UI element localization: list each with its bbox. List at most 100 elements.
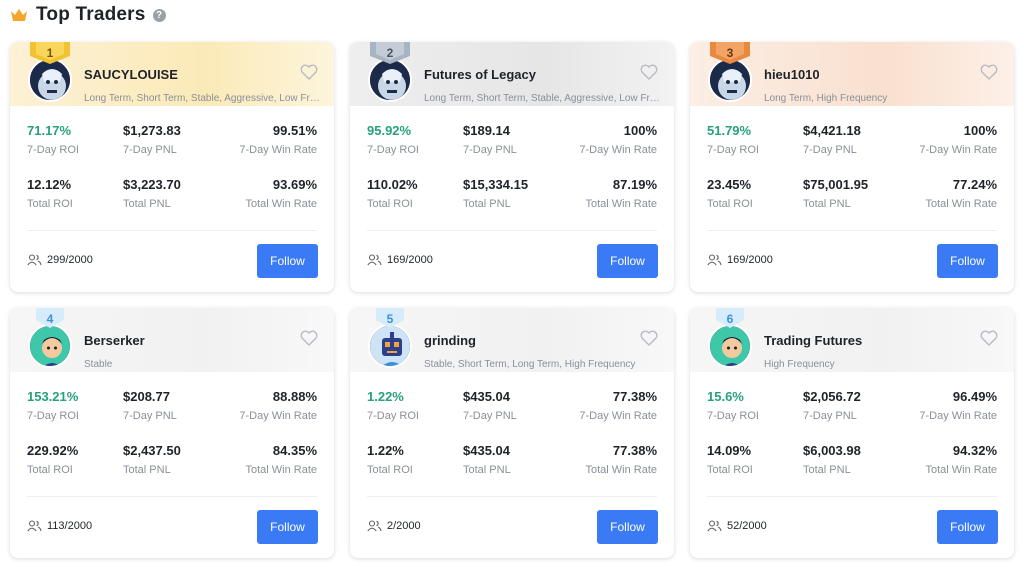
follow-button[interactable]: Follow bbox=[937, 244, 998, 278]
winrate-total-value: 87.19% bbox=[612, 177, 657, 192]
heart-icon[interactable] bbox=[980, 330, 998, 346]
pnl-7day-label: 7-Day PNL bbox=[123, 144, 177, 156]
trader-card[interactable]: 2 Futures of Legacy Long Term, Short Ter… bbox=[350, 42, 674, 292]
roi-total-value: 1.22% bbox=[367, 443, 404, 458]
winrate-7day-label: 7-Day Win Rate bbox=[579, 410, 657, 422]
card-header: 3 hieu1010 Long Term, High Frequency bbox=[690, 42, 1014, 106]
follow-button[interactable]: Follow bbox=[257, 244, 318, 278]
trader-card[interactable]: 3 hieu1010 Long Term, High Frequency 51.… bbox=[690, 42, 1014, 292]
trader-name[interactable]: Trading Futures bbox=[764, 333, 863, 348]
trader-name[interactable]: Futures of Legacy bbox=[424, 67, 536, 82]
follow-button[interactable]: Follow bbox=[257, 510, 318, 544]
pnl-total-label: Total PNL bbox=[463, 464, 511, 476]
roi-total-value: 12.12% bbox=[27, 177, 72, 192]
roi-total-label: Total ROI bbox=[27, 464, 73, 476]
followers-count: 169/2000 bbox=[707, 254, 773, 266]
trader-card[interactable]: 4 Berserker Stable 153.21% 7-Day ROI $208… bbox=[10, 308, 334, 558]
followers-count: 2/2000 bbox=[367, 520, 421, 532]
winrate-total-label: Total Win Rate bbox=[245, 198, 317, 210]
winrate-total-label: Total Win Rate bbox=[925, 464, 997, 476]
trader-name[interactable]: Berserker bbox=[84, 333, 145, 348]
users-icon bbox=[27, 254, 42, 266]
trader-card[interactable]: 6 Trading Futures High Frequency 15.6% 7-… bbox=[690, 308, 1014, 558]
users-icon bbox=[707, 520, 722, 532]
stats-panel: 153.21% 7-Day ROI $208.77 7-Day PNL 88.88%… bbox=[27, 388, 317, 496]
users-icon bbox=[707, 254, 722, 266]
divider bbox=[367, 230, 657, 231]
trader-tags: Stable bbox=[84, 359, 113, 370]
pnl-total-value: $6,003.98 bbox=[803, 443, 861, 458]
roi-total-value: 23.45% bbox=[707, 177, 752, 192]
trader-name[interactable]: SAUCYLOUISE bbox=[84, 67, 178, 82]
users-icon bbox=[27, 520, 42, 532]
rank-badge: 1 bbox=[30, 42, 70, 64]
winrate-7day-label: 7-Day Win Rate bbox=[919, 410, 997, 422]
avatar[interactable] bbox=[708, 324, 752, 368]
trader-tags: Long Term, Short Term, Stable, Aggressiv… bbox=[424, 93, 660, 104]
trader-tags: Long Term, Short Term, Stable, Aggressiv… bbox=[84, 93, 320, 104]
trader-name[interactable]: grinding bbox=[424, 333, 476, 348]
pnl-total-label: Total PNL bbox=[463, 198, 511, 210]
roi-7day-value: 95.92% bbox=[367, 123, 412, 138]
page-title: Top Traders bbox=[36, 4, 146, 25]
pnl-total-value: $2,437.50 bbox=[123, 443, 181, 458]
heart-icon[interactable] bbox=[640, 64, 658, 80]
rank-badge: 5 bbox=[370, 308, 410, 330]
divider bbox=[367, 496, 657, 497]
followers-text: 52/2000 bbox=[727, 520, 767, 532]
pnl-total-label: Total PNL bbox=[803, 464, 851, 476]
pnl-7day-label: 7-Day PNL bbox=[463, 410, 517, 422]
pnl-7day-value: $435.04 bbox=[463, 389, 510, 404]
roi-total-value: 14.09% bbox=[707, 443, 752, 458]
pnl-total-value: $15,334.15 bbox=[463, 177, 529, 192]
trader-card[interactable]: 1 SAUCYLOUISE Long Term, Short Term, Sta… bbox=[10, 42, 334, 292]
divider bbox=[27, 230, 317, 231]
winrate-total-value: 84.35% bbox=[272, 443, 317, 458]
stats-panel: 1.22% 7-Day ROI $435.04 7-Day PNL 77.38% 7-… bbox=[367, 388, 657, 496]
roi-total-label: Total ROI bbox=[707, 198, 753, 210]
avatar[interactable] bbox=[28, 324, 72, 368]
heart-icon[interactable] bbox=[980, 64, 998, 80]
trader-card[interactable]: 5 grinding Stable, Short Term, Long Term… bbox=[350, 308, 674, 558]
winrate-7day-label: 7-Day Win Rate bbox=[239, 410, 317, 422]
follow-button[interactable]: Follow bbox=[597, 244, 658, 278]
followers-count: 299/2000 bbox=[27, 254, 93, 266]
winrate-7day-value: 100% bbox=[623, 123, 657, 138]
pnl-7day-value: $189.14 bbox=[463, 123, 510, 138]
card-header: 5 grinding Stable, Short Term, Long Term… bbox=[350, 308, 674, 372]
winrate-7day-value: 96.49% bbox=[952, 389, 997, 404]
avatar[interactable] bbox=[708, 58, 752, 102]
follow-button[interactable]: Follow bbox=[937, 510, 998, 544]
roi-7day-value: 51.79% bbox=[707, 123, 752, 138]
winrate-total-value: 93.69% bbox=[272, 177, 317, 192]
stats-panel: 15.6% 7-Day ROI $2,056.72 7-Day PNL 96.49%… bbox=[707, 388, 997, 496]
avatar[interactable] bbox=[368, 58, 412, 102]
winrate-total-label: Total Win Rate bbox=[585, 198, 657, 210]
help-icon[interactable]: ? bbox=[152, 8, 166, 22]
pnl-7day-label: 7-Day PNL bbox=[803, 410, 857, 422]
pnl-total-label: Total PNL bbox=[123, 464, 171, 476]
page-header: Top Traders ? bbox=[10, 3, 166, 27]
followers-count: 52/2000 bbox=[707, 520, 767, 532]
winrate-7day-label: 7-Day Win Rate bbox=[579, 144, 657, 156]
heart-icon[interactable] bbox=[300, 64, 318, 80]
pnl-total-value: $75,001.95 bbox=[803, 177, 869, 192]
winrate-7day-label: 7-Day Win Rate bbox=[919, 144, 997, 156]
followers-text: 299/2000 bbox=[47, 254, 93, 266]
card-header: 4 Berserker Stable bbox=[10, 308, 334, 372]
pnl-7day-value: $4,421.18 bbox=[803, 123, 861, 138]
roi-total-label: Total ROI bbox=[367, 198, 413, 210]
follow-button[interactable]: Follow bbox=[597, 510, 658, 544]
divider bbox=[27, 496, 317, 497]
heart-icon[interactable] bbox=[300, 330, 318, 346]
roi-7day-label: 7-Day ROI bbox=[367, 144, 419, 156]
avatar[interactable] bbox=[28, 58, 72, 102]
rank-badge: 2 bbox=[370, 42, 410, 64]
avatar[interactable] bbox=[368, 324, 412, 368]
roi-total-label: Total ROI bbox=[27, 198, 73, 210]
trader-name[interactable]: hieu1010 bbox=[764, 67, 820, 82]
stats-panel: 71.17% 7-Day ROI $1,273.83 7-Day PNL 99.51… bbox=[27, 122, 317, 230]
winrate-7day-value: 100% bbox=[963, 123, 997, 138]
winrate-7day-label: 7-Day Win Rate bbox=[239, 144, 317, 156]
heart-icon[interactable] bbox=[640, 330, 658, 346]
